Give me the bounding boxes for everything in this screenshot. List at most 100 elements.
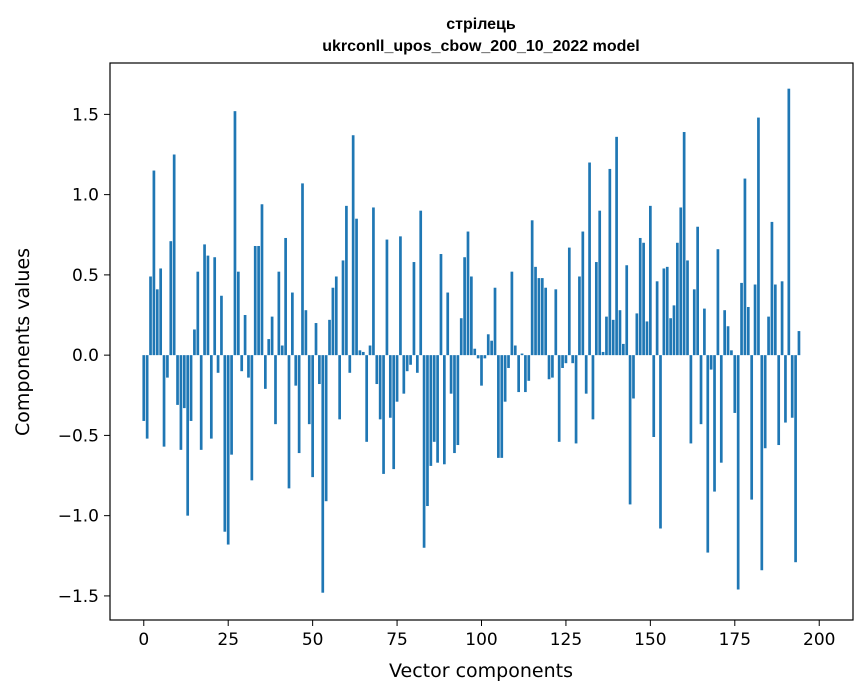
x-tick-label: 25 bbox=[217, 630, 239, 650]
bar-component-2 bbox=[149, 276, 152, 356]
bar-component-86 bbox=[432, 355, 436, 442]
y-tick-label: 1.0 bbox=[72, 186, 99, 206]
bar-component-100 bbox=[480, 355, 483, 386]
y-tick-label: −1.0 bbox=[58, 507, 99, 527]
bar-component-52 bbox=[318, 355, 321, 385]
bar-component-125 bbox=[564, 355, 568, 364]
bar-component-118 bbox=[540, 278, 544, 356]
bar-component-3 bbox=[152, 170, 156, 356]
bar-component-50 bbox=[311, 355, 314, 478]
bar-component-186 bbox=[770, 221, 774, 356]
bar-component-108 bbox=[507, 355, 510, 368]
bar-component-48 bbox=[304, 310, 308, 356]
bar-component-45 bbox=[294, 355, 298, 386]
bar-component-0 bbox=[142, 355, 146, 421]
bar-component-132 bbox=[588, 162, 591, 356]
bar-component-73 bbox=[388, 355, 392, 418]
bar-component-114 bbox=[527, 355, 531, 381]
bar-component-30 bbox=[243, 315, 247, 356]
bar-component-143 bbox=[625, 265, 629, 356]
bar-component-27 bbox=[233, 111, 237, 356]
bar-component-25 bbox=[226, 355, 230, 545]
bar-component-123 bbox=[557, 355, 561, 442]
bar-component-150 bbox=[649, 205, 652, 356]
bar-component-137 bbox=[605, 316, 608, 356]
bar-component-59 bbox=[341, 260, 345, 356]
bar-component-115 bbox=[530, 220, 534, 356]
bar-component-164 bbox=[696, 226, 699, 356]
bar-component-112 bbox=[520, 353, 524, 356]
bar-component-74 bbox=[392, 355, 396, 470]
bar-component-83 bbox=[422, 355, 426, 548]
bar-component-173 bbox=[726, 326, 730, 356]
bar-component-14 bbox=[189, 355, 193, 421]
bar-component-64 bbox=[358, 350, 362, 356]
bar-component-95 bbox=[463, 257, 466, 356]
bar-component-92 bbox=[453, 355, 456, 454]
bar-component-72 bbox=[385, 239, 389, 356]
bar-component-162 bbox=[689, 355, 693, 444]
bar-component-127 bbox=[571, 355, 575, 364]
bar-component-180 bbox=[750, 355, 754, 500]
bar-component-5 bbox=[159, 268, 163, 356]
bar-component-42 bbox=[284, 237, 287, 356]
bar-component-32 bbox=[250, 355, 254, 481]
y-tick-label: 1.5 bbox=[72, 105, 99, 125]
bar-component-136 bbox=[601, 351, 605, 356]
bar-component-79 bbox=[409, 355, 412, 365]
bar-component-193 bbox=[794, 355, 797, 563]
bar-component-147 bbox=[638, 237, 642, 356]
bar-component-47 bbox=[301, 183, 304, 356]
bar-component-93 bbox=[456, 355, 460, 446]
x-tick-label: 125 bbox=[550, 630, 582, 650]
bar-component-12 bbox=[182, 355, 186, 409]
x-tick-label: 200 bbox=[803, 630, 835, 650]
bar-component-60 bbox=[345, 205, 348, 356]
bar-component-135 bbox=[598, 210, 602, 356]
bar-component-194 bbox=[797, 331, 801, 356]
bar-component-177 bbox=[740, 282, 743, 356]
x-tick-label: 0 bbox=[138, 630, 149, 650]
bar-component-183 bbox=[760, 355, 764, 571]
bar-component-75 bbox=[395, 355, 399, 402]
bar-component-99 bbox=[476, 355, 480, 359]
bar-component-149 bbox=[645, 321, 649, 356]
bar-component-117 bbox=[537, 278, 541, 356]
bar-component-145 bbox=[632, 355, 635, 399]
bar-component-174 bbox=[730, 350, 733, 356]
bar-component-43 bbox=[287, 355, 291, 489]
bar-component-80 bbox=[412, 262, 416, 356]
bar-component-29 bbox=[240, 355, 244, 372]
bar-component-78 bbox=[405, 355, 409, 372]
bar-component-168 bbox=[709, 355, 713, 370]
chart-title: стрілець bbox=[446, 16, 516, 33]
bar-component-34 bbox=[257, 245, 260, 356]
bar-component-185 bbox=[767, 316, 770, 356]
bar-component-24 bbox=[223, 355, 227, 532]
y-tick-label: −0.5 bbox=[58, 426, 99, 446]
bar-component-94 bbox=[459, 318, 463, 356]
bar-component-159 bbox=[679, 207, 683, 356]
bar-component-71 bbox=[382, 355, 385, 474]
bar-component-156 bbox=[669, 318, 672, 356]
bar-component-104 bbox=[493, 287, 497, 356]
bar-component-122 bbox=[554, 289, 558, 356]
bar-component-111 bbox=[517, 355, 520, 393]
bar-component-153 bbox=[659, 355, 662, 529]
bar-component-188 bbox=[777, 355, 781, 446]
bar-component-169 bbox=[713, 355, 716, 492]
ticks-layer: 0 25 50 75 100 125 150 175 200 −1.5 −1.0 −0.5 0.0 0.5… bbox=[58, 105, 836, 650]
bar-component-87 bbox=[436, 355, 439, 463]
bar-component-51 bbox=[314, 323, 318, 356]
bar-component-7 bbox=[166, 355, 169, 378]
x-tick-label: 100 bbox=[465, 630, 497, 650]
chart-subtitle: ukrconll_upos_cbow_200_10_2022 model bbox=[322, 38, 639, 55]
bar-component-116 bbox=[534, 266, 537, 356]
bar-component-131 bbox=[584, 355, 588, 394]
y-axis-label: Components values bbox=[12, 248, 34, 436]
bar-component-106 bbox=[500, 355, 504, 458]
bar-component-11 bbox=[179, 355, 183, 450]
x-tick-label: 75 bbox=[386, 630, 408, 650]
